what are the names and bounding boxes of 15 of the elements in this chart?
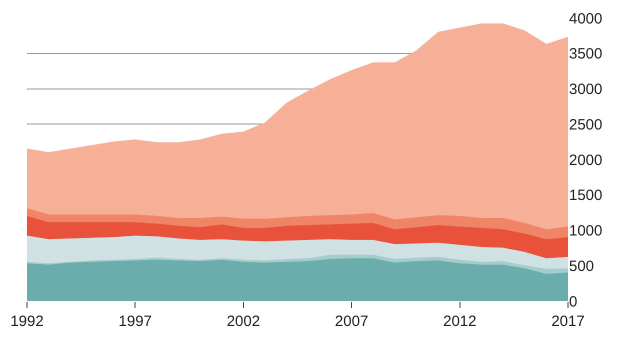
x-tick-label: 1997 (118, 313, 152, 330)
y-tick-label: 0 (569, 293, 578, 310)
y-tick-label: 3000 (569, 81, 602, 98)
y-tick-label: 4000 (569, 10, 602, 28)
x-tick-label: 2007 (334, 313, 368, 330)
x-tick-label: 2017 (551, 313, 585, 330)
y-tick-label: 1000 (569, 222, 602, 240)
y-tick-label: 2000 (569, 152, 602, 169)
x-tick-label: 2002 (226, 313, 260, 330)
y-tick-label: 500 (569, 258, 594, 275)
y-tick-label: 3500 (569, 46, 602, 63)
x-tick-label: 1992 (10, 313, 44, 330)
y-tick-label: 2500 (569, 116, 602, 134)
y-tick-label: 1500 (569, 187, 602, 204)
x-tick-label: 2012 (443, 313, 476, 330)
